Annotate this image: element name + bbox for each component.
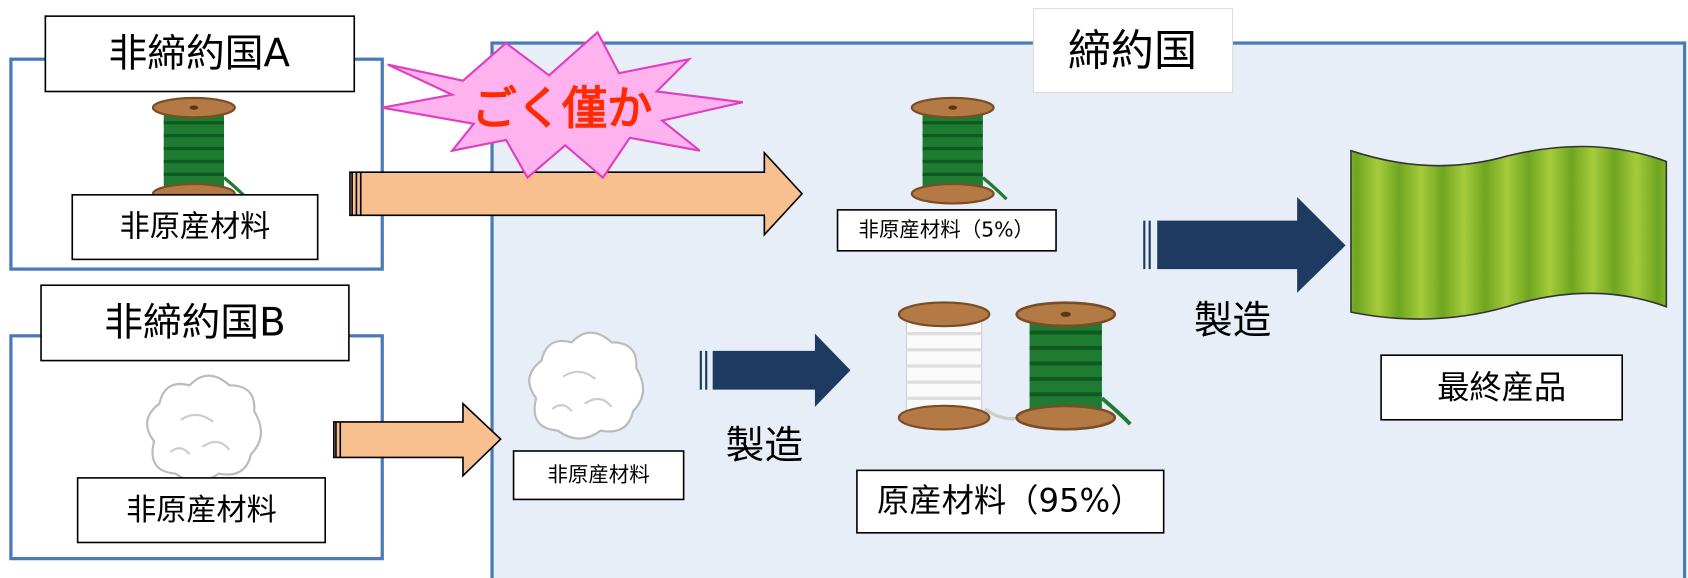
nonparty-a-title: 非締約国A	[109, 31, 291, 76]
arrow	[349, 150, 804, 237]
arrow-stripes	[351, 172, 362, 216]
callout-burst	[382, 30, 744, 180]
party-title: 締約国	[1068, 26, 1197, 76]
arrow	[712, 333, 851, 407]
final-label: 最終産品	[1437, 369, 1566, 407]
cotton-icon	[528, 331, 645, 440]
nonparty-b-title: 非締約国B	[104, 301, 286, 346]
thread-icon	[897, 300, 991, 432]
arrow-stripes	[699, 350, 708, 390]
nonparty-a-material: 非原産材料	[120, 210, 271, 245]
callout-text: ごく僅か	[472, 82, 653, 135]
fabric-icon	[1350, 145, 1668, 320]
arrow-stripes	[1143, 220, 1151, 270]
process-label: 製造	[1194, 298, 1271, 343]
label-box	[71, 194, 319, 261]
label-box	[76, 477, 327, 544]
arrow-stripes	[335, 421, 342, 458]
nonparty-b-title-box	[40, 284, 350, 362]
label-box	[856, 469, 1165, 534]
arrow	[333, 401, 502, 478]
cotton-icon	[146, 374, 263, 483]
arrow	[1157, 196, 1346, 293]
nonparty-a-title-box	[44, 15, 356, 93]
party-title-box	[1032, 8, 1234, 94]
label-box	[1380, 354, 1624, 421]
nonparty-b-material: 非原産材料	[126, 493, 277, 528]
cotton-label: 非原産材料	[547, 463, 649, 487]
originating-label: 原産材料（95%）	[877, 482, 1142, 520]
label-box	[512, 450, 685, 501]
process-label: 製造	[726, 423, 803, 468]
label-box	[836, 209, 1057, 252]
thread-label: 非原産材料（5%）	[859, 217, 1035, 241]
